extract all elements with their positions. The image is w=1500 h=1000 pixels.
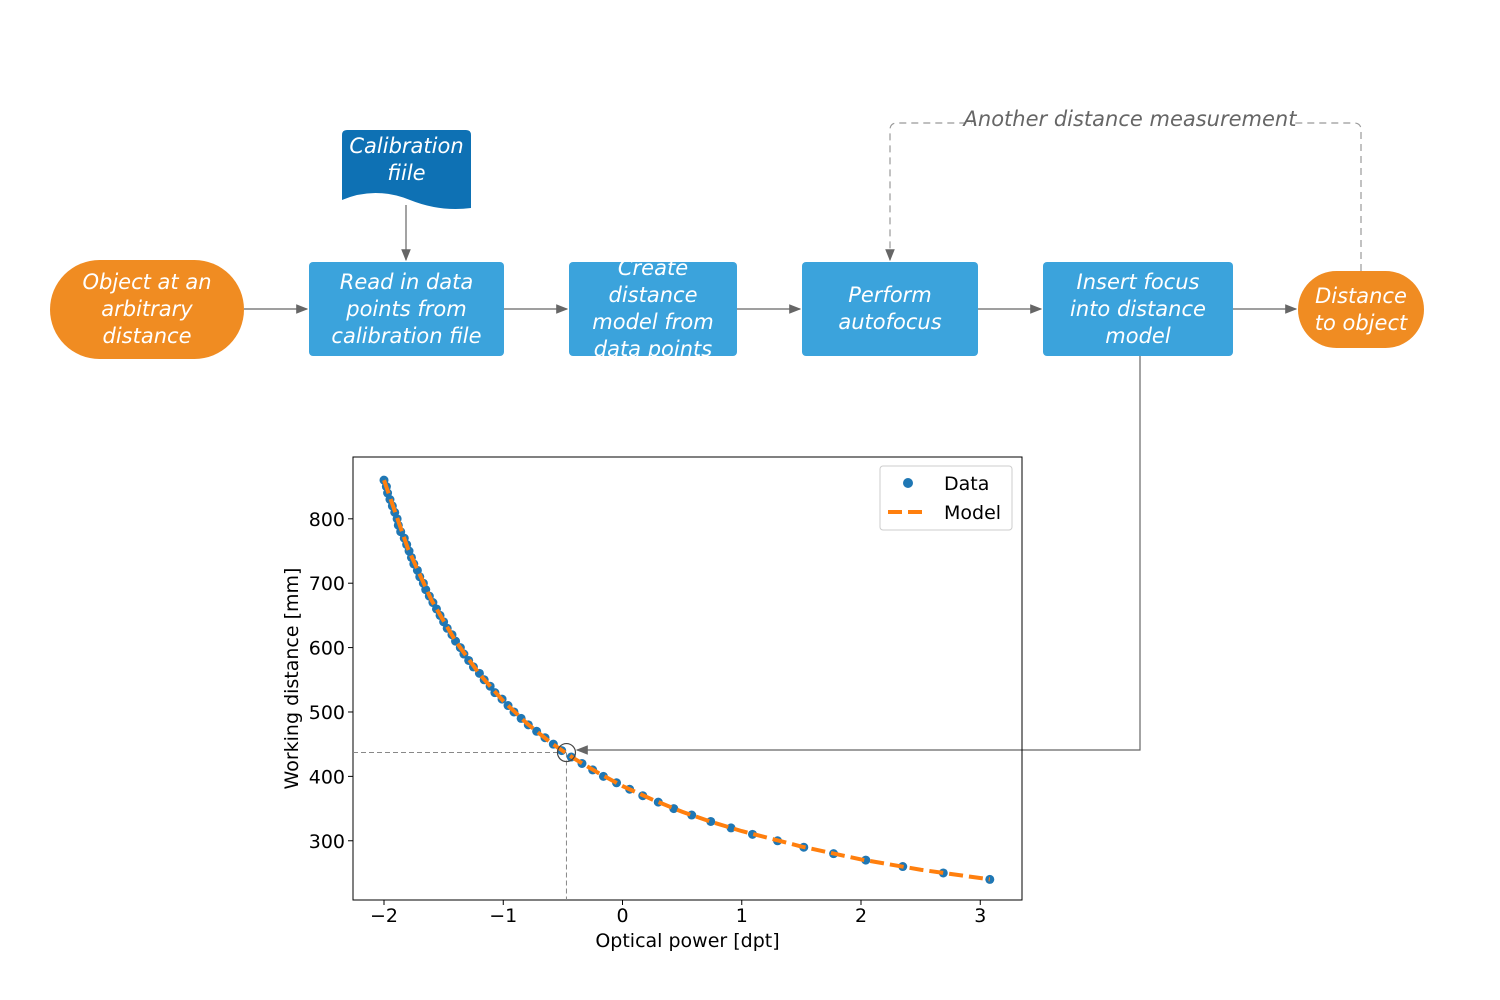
document-node: Calibration fiile bbox=[349, 134, 464, 185]
loop-arrow bbox=[885, 122, 1362, 271]
label-bg bbox=[972, 106, 1290, 134]
y-tick-label: 400 bbox=[309, 766, 345, 788]
data-point bbox=[726, 823, 736, 833]
legend-marker bbox=[903, 478, 913, 488]
process-node: Create distance model from data points bbox=[569, 256, 737, 361]
y-tick-label: 500 bbox=[309, 702, 345, 724]
connectors bbox=[244, 122, 1362, 755]
data-point bbox=[861, 855, 871, 865]
x-tick-label: 1 bbox=[736, 905, 748, 927]
x-axis-label: Optical power [dpt] bbox=[595, 930, 779, 952]
end-node: Distance to object bbox=[1298, 271, 1424, 348]
x-tick-label: −1 bbox=[489, 905, 517, 927]
y-tick-label: 800 bbox=[309, 509, 345, 531]
y-tick-label: 600 bbox=[309, 638, 345, 660]
y-tick-label: 300 bbox=[309, 831, 345, 853]
chart: −2 −1 0 1 2 3 300 400 500 600 700 800 Optical power … bbox=[281, 456, 1023, 952]
plot-frame bbox=[352, 456, 1023, 901]
start-node: Object at an arbitrary distance bbox=[50, 260, 244, 359]
process-node: Read in data points from calibration fil… bbox=[309, 262, 504, 356]
y-axis-label: Working distance [mm] bbox=[281, 568, 303, 790]
data-point bbox=[747, 829, 757, 839]
legend-label: Data bbox=[944, 473, 989, 495]
legend-label: Model bbox=[944, 502, 1001, 524]
process-node: Insert focus into distance model bbox=[1043, 262, 1233, 356]
process-node: Perform autofocus bbox=[802, 262, 978, 356]
model-line bbox=[382, 479, 991, 882]
document-shape bbox=[342, 130, 471, 209]
highlight-circle bbox=[556, 742, 577, 763]
loop-label: Another distance measurement bbox=[962, 107, 1298, 131]
x-tick-label: 2 bbox=[855, 905, 867, 927]
y-tick-label: 700 bbox=[309, 573, 345, 595]
x-tick-label: 3 bbox=[974, 905, 986, 927]
lookup-arrow bbox=[575, 356, 1141, 755]
x-tick-label: 0 bbox=[616, 905, 628, 927]
x-tick-label: −2 bbox=[370, 905, 398, 927]
